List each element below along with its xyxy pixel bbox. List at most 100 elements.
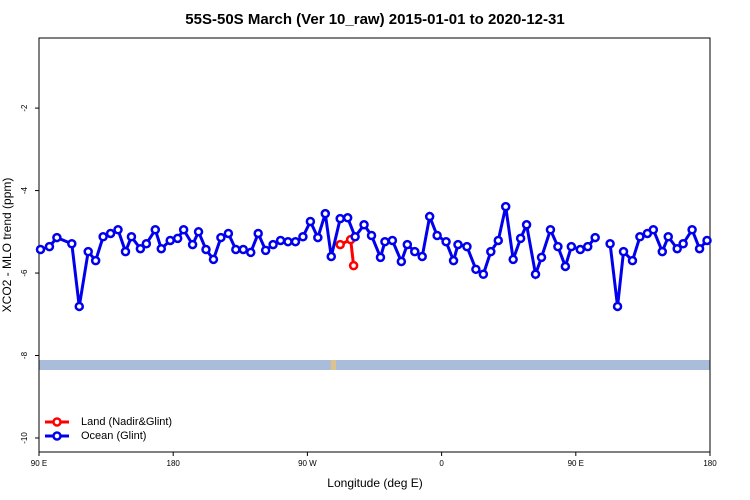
data-point (113, 224, 123, 235)
data-point (530, 269, 541, 280)
y-tick-label: -8 (20, 351, 29, 359)
data-point (432, 230, 442, 241)
data-point (536, 252, 547, 263)
x-tick-label: 90 W (298, 459, 317, 468)
data-point (627, 255, 638, 266)
data-point (417, 251, 427, 262)
data-point (52, 232, 62, 243)
data-point (150, 224, 161, 235)
data-point (694, 243, 705, 254)
data-point (553, 241, 563, 252)
data-point (238, 244, 249, 255)
data-point (98, 232, 108, 242)
data-point (366, 230, 377, 241)
data-point (67, 239, 77, 249)
y-tick-label: -4 (20, 186, 29, 194)
data-point (305, 216, 316, 227)
data-point (335, 213, 345, 224)
data-point (500, 201, 511, 212)
legend-marker (52, 431, 62, 441)
x-tick-label: 90 E (568, 459, 584, 468)
data-point (687, 224, 697, 235)
y-tick-label: -6 (20, 269, 29, 277)
data-point (231, 244, 241, 255)
data-point (156, 243, 167, 254)
data-point (126, 232, 137, 242)
data-point (672, 243, 682, 254)
data-point (120, 246, 131, 257)
x-axis-label: Longitude (deg E) (327, 476, 422, 490)
data-point (515, 233, 526, 244)
data-point (663, 232, 673, 242)
data-point (678, 239, 688, 249)
data-point (380, 236, 390, 247)
coverage-band (39, 360, 710, 370)
data-point (268, 239, 278, 250)
data-point (348, 260, 359, 271)
data-point (521, 220, 532, 230)
coverage-mark (331, 360, 336, 370)
data-point (612, 301, 623, 312)
data-point (478, 269, 489, 280)
data-point (74, 301, 85, 312)
data-point (575, 244, 586, 255)
data-point (350, 232, 360, 242)
data-point (493, 235, 504, 246)
chart-title: 55S-50S March (Ver 10_raw) 2015-01-01 to… (185, 11, 564, 28)
y-axis-label: XCO2 - MLO trend (ppm) (0, 178, 14, 313)
data-point (560, 261, 571, 272)
data-point (283, 236, 293, 247)
plot-frame (38, 37, 711, 453)
data-point (410, 246, 420, 257)
x-tick-label: 180 (703, 459, 717, 468)
data-point (657, 246, 668, 257)
data-point (208, 254, 219, 265)
data-point (335, 239, 345, 250)
data-point (320, 208, 331, 219)
data-point (253, 228, 263, 239)
data-point (193, 227, 204, 237)
data-point (605, 239, 615, 249)
legend-marker (52, 417, 62, 427)
data-point (298, 232, 308, 242)
series-line (608, 226, 709, 307)
data-point (326, 251, 337, 262)
x-tick-label: 90 E (31, 459, 47, 468)
data-point (44, 241, 55, 252)
data-point (375, 252, 386, 263)
data-point (216, 232, 226, 243)
data-point (187, 239, 198, 250)
data-point (582, 241, 593, 252)
data-point (387, 235, 398, 246)
legend-label: Ocean (Glint) (81, 430, 146, 442)
data-point (618, 246, 629, 257)
data-point (342, 213, 353, 223)
data-point (441, 236, 451, 247)
y-tick-label: -2 (20, 104, 29, 112)
data-point (471, 264, 481, 275)
data-point (245, 247, 256, 258)
data-point (178, 224, 189, 235)
data-point (90, 255, 101, 266)
data-point (590, 232, 600, 243)
data-point (402, 239, 413, 250)
data-point (453, 239, 463, 250)
x-tick-label: 180 (167, 459, 181, 468)
data-point (702, 235, 712, 246)
data-point (462, 241, 472, 252)
data-point (35, 244, 46, 255)
y-tick-label: -10 (20, 432, 29, 444)
legend-label: Land (Nadir&Glint) (81, 416, 172, 428)
data-point (141, 239, 152, 249)
data-point (172, 233, 183, 244)
data-point (260, 245, 271, 256)
data-point (545, 224, 556, 235)
data-point (448, 255, 459, 266)
data-point (290, 236, 301, 247)
data-point (201, 244, 211, 255)
data-point (486, 246, 496, 257)
data-point (648, 224, 659, 235)
data-point (566, 241, 577, 252)
data-point (359, 220, 369, 230)
